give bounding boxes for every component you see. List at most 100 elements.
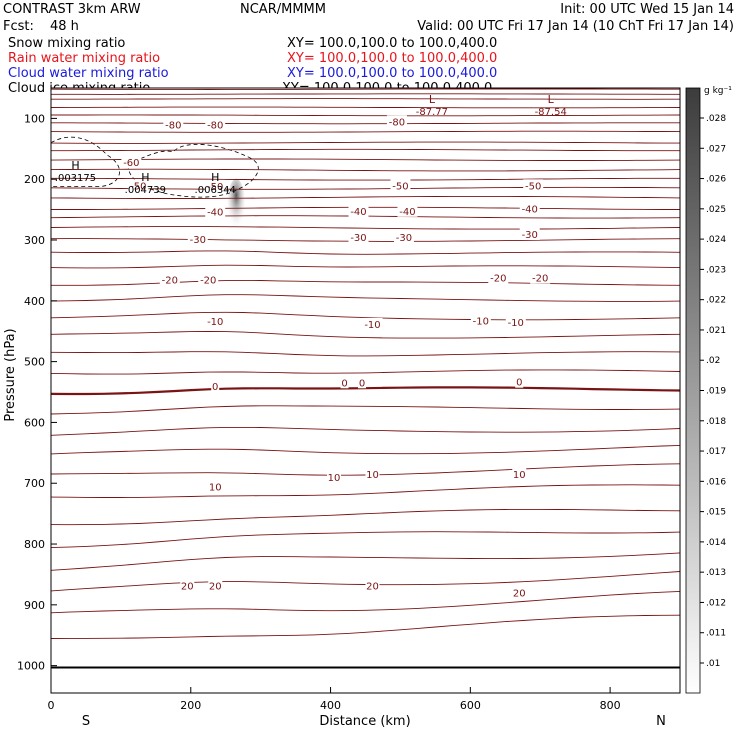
field-xy-snow: XY= 100.0,100.0 to 100.0,400.0 xyxy=(287,36,498,51)
contour-label-bg xyxy=(128,179,149,192)
contour-label-bg xyxy=(208,480,223,493)
field-name-cloud-water: Cloud water mixing ratio xyxy=(8,66,169,81)
contour-label-bg xyxy=(211,379,220,392)
extremum-kind: L xyxy=(548,93,555,106)
plot-frame xyxy=(50,87,681,694)
isotherm-line xyxy=(50,590,681,614)
contour-label: 20 xyxy=(513,589,526,600)
x-tick-label: 800 xyxy=(600,699,621,712)
valid-time: Valid: 00 UTC Fri 17 Jan 14 (10 ChT Fri … xyxy=(417,19,734,34)
y-tick-label: 800 xyxy=(24,538,45,551)
extremum-value: .006344 xyxy=(195,185,236,196)
contour-label-bg xyxy=(348,230,369,243)
isotherm-line xyxy=(50,264,681,269)
isotherm-line xyxy=(51,177,680,181)
contour-label-bg xyxy=(523,179,544,192)
isotherm-line xyxy=(50,531,681,549)
contour-label-bg xyxy=(208,579,223,592)
contour-label-bg xyxy=(365,468,380,481)
contour-label-bg xyxy=(187,232,208,245)
x-tick-label: 400 xyxy=(320,699,341,712)
extremum-kind: L xyxy=(429,93,436,106)
contour-label-bg xyxy=(530,271,551,284)
x-tick-label: 0 xyxy=(48,699,55,712)
y-tick-label: 1000 xyxy=(17,660,45,673)
x-endpoint-left: S xyxy=(82,714,90,729)
contour-label-bg xyxy=(205,205,226,218)
x-endpoint-right: N xyxy=(656,714,666,729)
isotherm-line xyxy=(50,168,681,172)
contour-label: -50 xyxy=(207,182,223,193)
y-tick-label: 700 xyxy=(24,477,45,490)
isotherm-line xyxy=(50,186,681,190)
mixing-ratio-maximum xyxy=(227,178,246,235)
isotherm-line xyxy=(50,484,681,498)
isotherm-line xyxy=(50,141,680,144)
colorbar-tick-label: .011 xyxy=(706,629,726,639)
colorbar-tick-label: .013 xyxy=(706,568,726,578)
colorbar-tick-label: .026 xyxy=(706,175,726,185)
contour-label: -20 xyxy=(162,276,178,287)
contour-label-bg xyxy=(348,204,369,217)
contour-label: -10 xyxy=(473,316,489,327)
colorbar-tick-label: .024 xyxy=(706,235,726,245)
isotherm-line xyxy=(51,114,681,117)
x-tick-label: 200 xyxy=(180,699,201,712)
colorbar-unit: g kg⁻¹ xyxy=(704,86,732,96)
field-name-rain: Rain water mixing ratio xyxy=(8,51,161,66)
contour-label: 0 xyxy=(516,378,522,389)
contour-label-bg xyxy=(390,179,411,192)
colorbar-tick-label: .012 xyxy=(706,598,726,608)
extremum-kind: H xyxy=(141,171,149,184)
contour-label-bg xyxy=(397,204,418,217)
contour-label: 20 xyxy=(209,581,222,592)
y-tick-label: 300 xyxy=(24,234,45,247)
extremum-kind: H xyxy=(211,171,219,184)
isotherm-line xyxy=(50,106,681,109)
contour-label: -30 xyxy=(190,235,206,246)
colorbar-tick-label: .027 xyxy=(706,144,726,154)
y-axis-title: Pressure (hPa) xyxy=(3,328,18,421)
contour-label-bg xyxy=(163,118,184,131)
contour-label: -10 xyxy=(207,317,223,328)
isotherm-line xyxy=(50,294,681,302)
extremum-value: -87.54 xyxy=(535,107,567,118)
contour-label: 10 xyxy=(513,470,526,481)
contour-label: -80 xyxy=(389,117,405,128)
y-tick-label: 400 xyxy=(24,295,45,308)
contour-label-bg xyxy=(180,579,195,592)
contour-label-bg xyxy=(519,227,540,240)
isotherm-line xyxy=(51,279,681,286)
contour-label: -40 xyxy=(399,207,415,218)
contour-label-bg xyxy=(362,317,383,330)
x-axis-title: Distance (km) xyxy=(319,714,410,729)
isotherm-line xyxy=(50,508,681,526)
y-tick-label: 900 xyxy=(24,599,45,612)
contour-label: -30 xyxy=(396,233,412,244)
isotherm-line xyxy=(50,331,681,339)
isotherm-line xyxy=(50,195,681,199)
extremum-value: -87.77 xyxy=(416,107,448,118)
contour-label: 0 xyxy=(341,378,347,389)
contour-label: 10 xyxy=(366,470,379,481)
extremum-kind: H xyxy=(71,159,79,172)
contour-label: -50 xyxy=(392,181,408,192)
contour-label-bg xyxy=(488,271,509,284)
isotherm-line xyxy=(50,614,681,639)
field-name-snow: Snow mixing ratio xyxy=(8,36,126,51)
isotherm-line xyxy=(50,130,681,133)
contour-label: -50 xyxy=(525,181,541,192)
isotherm-line xyxy=(50,369,681,375)
isotherm-line xyxy=(51,122,680,125)
isotherm-line xyxy=(50,158,681,161)
y-tick-label: 100 xyxy=(24,112,45,125)
contour-label: 20 xyxy=(366,581,379,592)
contour-label-bg xyxy=(159,273,180,286)
isotherm-line xyxy=(50,88,680,90)
cloud-ice-contour-west xyxy=(50,136,120,187)
model-name: CONTRAST 3km ARW xyxy=(3,2,141,17)
axes: 0 200 400 600 800100200300400500600700800900… xyxy=(17,87,681,712)
colorbar-tick-label: .018 xyxy=(706,417,726,427)
isotherm-line xyxy=(50,426,681,436)
